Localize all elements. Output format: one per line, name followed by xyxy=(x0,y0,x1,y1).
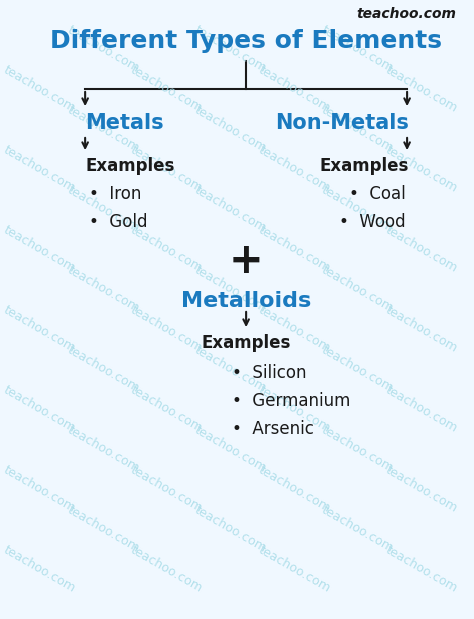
Text: teachoo.com: teachoo.com xyxy=(192,103,269,155)
Text: teachoo.com: teachoo.com xyxy=(319,263,396,315)
Text: teachoo.com: teachoo.com xyxy=(65,263,142,315)
Text: teachoo.com: teachoo.com xyxy=(192,263,269,315)
Text: •  Iron: • Iron xyxy=(89,185,141,203)
Text: teachoo.com: teachoo.com xyxy=(65,343,142,395)
Text: teachoo.com: teachoo.com xyxy=(128,223,205,275)
Text: teachoo.com: teachoo.com xyxy=(192,343,269,395)
Text: teachoo.com: teachoo.com xyxy=(256,303,333,355)
Text: teachoo.com: teachoo.com xyxy=(192,423,269,475)
Text: Metalloids: Metalloids xyxy=(181,291,311,311)
Text: teachoo.com: teachoo.com xyxy=(383,463,460,515)
Text: teachoo.com: teachoo.com xyxy=(319,343,396,395)
Text: teachoo.com: teachoo.com xyxy=(1,223,78,275)
Text: Examples: Examples xyxy=(319,157,409,175)
Text: teachoo.com: teachoo.com xyxy=(128,463,205,515)
Text: •  Gold: • Gold xyxy=(89,213,147,231)
Text: Non-Metals: Non-Metals xyxy=(275,113,409,133)
Text: teachoo.com: teachoo.com xyxy=(65,183,142,235)
Text: teachoo.com: teachoo.com xyxy=(192,23,269,75)
Text: teachoo.com: teachoo.com xyxy=(383,143,460,195)
Text: +: + xyxy=(229,240,264,282)
Text: Examples: Examples xyxy=(85,157,174,175)
Text: teachoo.com: teachoo.com xyxy=(128,63,205,115)
Text: teachoo.com: teachoo.com xyxy=(383,383,460,435)
Text: teachoo.com: teachoo.com xyxy=(319,183,396,235)
Text: teachoo.com: teachoo.com xyxy=(1,143,78,195)
Text: teachoo.com: teachoo.com xyxy=(383,223,460,275)
Text: teachoo.com: teachoo.com xyxy=(383,63,460,115)
Text: teachoo.com: teachoo.com xyxy=(319,503,396,555)
Text: teachoo.com: teachoo.com xyxy=(319,423,396,475)
Text: teachoo.com: teachoo.com xyxy=(1,543,78,595)
Text: teachoo.com: teachoo.com xyxy=(192,503,269,555)
Text: teachoo.com: teachoo.com xyxy=(65,23,142,75)
Text: teachoo.com: teachoo.com xyxy=(65,103,142,155)
Text: teachoo.com: teachoo.com xyxy=(319,103,396,155)
Text: teachoo.com: teachoo.com xyxy=(1,303,78,355)
Text: •  Arsenic: • Arsenic xyxy=(232,420,314,438)
Text: teachoo.com: teachoo.com xyxy=(256,223,333,275)
Text: teachoo.com: teachoo.com xyxy=(1,63,78,115)
Text: teachoo.com: teachoo.com xyxy=(65,423,142,475)
Text: teachoo.com: teachoo.com xyxy=(256,543,333,595)
Text: teachoo.com: teachoo.com xyxy=(256,463,333,515)
Text: teachoo.com: teachoo.com xyxy=(128,383,205,435)
Text: •  Wood: • Wood xyxy=(338,213,405,231)
Text: teachoo.com: teachoo.com xyxy=(319,23,396,75)
Text: •  Silicon: • Silicon xyxy=(232,364,307,382)
Text: •  Coal: • Coal xyxy=(348,185,405,203)
Text: Different Types of Elements: Different Types of Elements xyxy=(50,29,442,53)
Text: teachoo.com: teachoo.com xyxy=(256,63,333,115)
Text: teachoo.com: teachoo.com xyxy=(256,143,333,195)
Text: •  Germanium: • Germanium xyxy=(232,392,351,410)
Text: teachoo.com: teachoo.com xyxy=(1,383,78,435)
Text: teachoo.com: teachoo.com xyxy=(128,143,205,195)
Text: teachoo.com: teachoo.com xyxy=(383,543,460,595)
Text: teachoo.com: teachoo.com xyxy=(65,503,142,555)
Text: teachoo.com: teachoo.com xyxy=(128,303,205,355)
Text: teachoo.com: teachoo.com xyxy=(356,7,456,21)
Text: teachoo.com: teachoo.com xyxy=(1,463,78,515)
Text: teachoo.com: teachoo.com xyxy=(256,383,333,435)
Text: teachoo.com: teachoo.com xyxy=(128,543,205,595)
Text: Examples: Examples xyxy=(201,334,291,352)
Text: teachoo.com: teachoo.com xyxy=(192,183,269,235)
Text: teachoo.com: teachoo.com xyxy=(383,303,460,355)
Text: Metals: Metals xyxy=(85,113,164,133)
